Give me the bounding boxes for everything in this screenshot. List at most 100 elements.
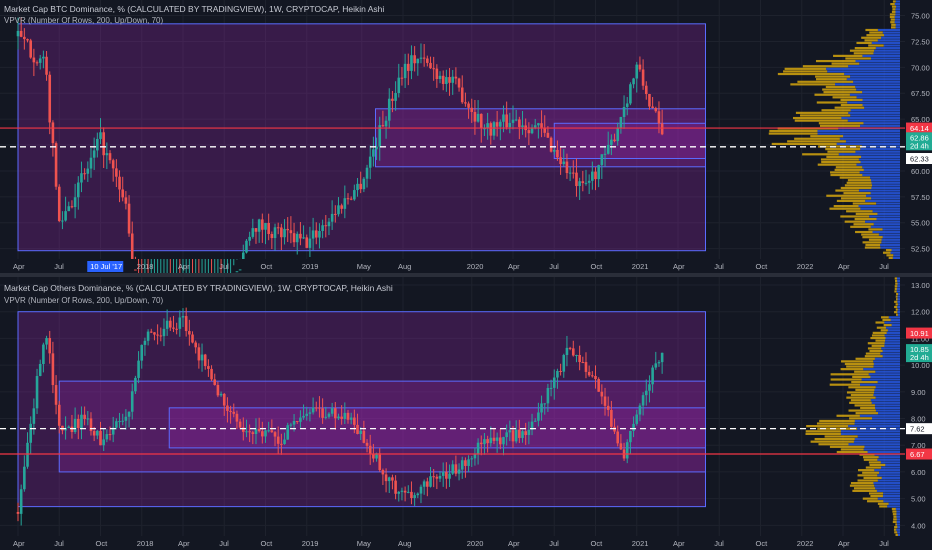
others-dominance-chart[interactable]: 13.00 12.00 11.00 10.00 9.00 8.00 7.00 6.00 5.00… [0, 277, 932, 550]
candle-body [406, 63, 410, 71]
candle-body [518, 429, 521, 438]
vp-bar-up [854, 419, 900, 423]
vp-bar-down [840, 104, 863, 107]
vp-bar-up [885, 336, 900, 340]
vp-bar-down [797, 80, 854, 83]
candle-body [651, 367, 654, 385]
vp-bar-down [777, 72, 845, 76]
candle-body [35, 62, 39, 64]
x-tick-label: Aug [398, 539, 411, 548]
btc-dominance-chart[interactable]: 75.0072.5070.0067.5065.0062.5060.0057.50… [0, 0, 932, 273]
vp-bar-down [894, 277, 898, 280]
vp-bar-down [843, 192, 871, 195]
candle-body [578, 181, 581, 187]
vp-bar-down [861, 36, 881, 39]
vp-bar-down [815, 75, 851, 78]
vp-bar-down [879, 505, 888, 508]
candle-body [457, 78, 461, 88]
vp-bar-down [861, 233, 879, 236]
vp-bar-down [857, 479, 878, 482]
candle-body [581, 362, 585, 364]
x-tick-label: Apr [673, 262, 685, 271]
btc-dominance-pane[interactable]: 75.0072.5070.0067.5065.0062.5060.0057.50… [0, 0, 932, 273]
btc-vpvr-label[interactable]: VPVR (Number Of Rows, 200, Up/Down, 70) [4, 16, 164, 25]
vp-bar-down [830, 373, 869, 376]
candle-body [305, 237, 309, 248]
candle-body [337, 205, 340, 215]
vp-bar-down [896, 292, 899, 296]
vp-bar-down [830, 171, 860, 174]
candle-body [26, 39, 29, 41]
candle-body [257, 428, 261, 432]
candle-body [42, 344, 45, 365]
vp-bar-down [860, 406, 876, 410]
vp-bar-up [841, 116, 900, 120]
range-box [375, 108, 706, 168]
candle-body [134, 377, 137, 392]
candle-body [102, 132, 105, 156]
vp-bar-down [893, 518, 897, 521]
candle-body [372, 454, 375, 459]
vp-bar-up [853, 80, 900, 83]
others-vpvr-label[interactable]: VPVR (Number Of Rows, 200, Up/Down, 70) [4, 296, 164, 305]
candle-body [413, 495, 416, 499]
price-tag-poc-value: 7.62 [910, 425, 925, 434]
candle-body [660, 123, 664, 135]
vp-bar-up [897, 311, 900, 314]
candle-body [86, 418, 90, 420]
vp-bar-down [895, 282, 898, 285]
vp-bar-up [870, 57, 900, 60]
vp-bar-up [874, 404, 900, 407]
candle-body [188, 331, 191, 335]
candle-body [372, 149, 375, 157]
vp-bar-down [856, 41, 872, 45]
candle-body [467, 103, 470, 108]
vp-bar-down [800, 114, 851, 117]
x-tick-label: Aug [398, 262, 411, 271]
vp-bar-up [896, 515, 900, 518]
vp-bar-down [769, 129, 818, 133]
vp-bar-down [862, 241, 882, 244]
vp-bar-down [854, 47, 876, 50]
price-tag-current-value: 62.86 [910, 133, 929, 142]
vp-bar-down [892, 513, 897, 516]
vp-bar-down [821, 109, 851, 112]
vp-bar-up [860, 207, 900, 210]
vp-bar-down [890, 21, 895, 24]
vp-bar-down [833, 205, 859, 208]
vp-bar-down [845, 57, 871, 60]
candle-body [610, 409, 613, 427]
others-dominance-pane[interactable]: 13.00 12.00 11.00 10.00 9.00 8.00 7.00 6.00 5.00… [0, 277, 932, 550]
vp-bar-down [814, 437, 855, 441]
others-chart-title: Market Cap Others Dominance, % (CALCULAT… [4, 283, 393, 293]
candle-body [426, 481, 429, 487]
candle-body [394, 93, 397, 101]
x-tick-label: May [357, 539, 371, 548]
vp-bar-up [848, 111, 900, 114]
candle-body [286, 425, 290, 440]
vp-bar-up [885, 463, 900, 467]
vp-bar-up [859, 414, 900, 417]
candle-body [422, 481, 426, 487]
vp-bar-up [876, 202, 900, 205]
vp-bar-down [895, 303, 898, 306]
candle-body [330, 213, 334, 222]
vp-bar-down [864, 246, 881, 249]
vp-bar-down [844, 184, 873, 187]
vp-bar-down [825, 148, 861, 151]
candle-body [283, 228, 286, 238]
vp-bar-down [854, 370, 876, 373]
vp-bar-up [855, 85, 900, 89]
vp-bar-up [874, 49, 900, 52]
vp-bar-up [882, 355, 900, 358]
vp-bar-down [892, 520, 897, 524]
vp-bar-down [840, 197, 872, 200]
vp-bar-up [864, 445, 900, 448]
candle-body [616, 431, 620, 444]
vp-bar-down [818, 145, 862, 148]
candle-body [261, 431, 264, 437]
candle-body [286, 228, 290, 231]
candle-body [146, 331, 150, 341]
vp-bar-up [891, 324, 900, 327]
pane-divider[interactable] [0, 273, 932, 277]
